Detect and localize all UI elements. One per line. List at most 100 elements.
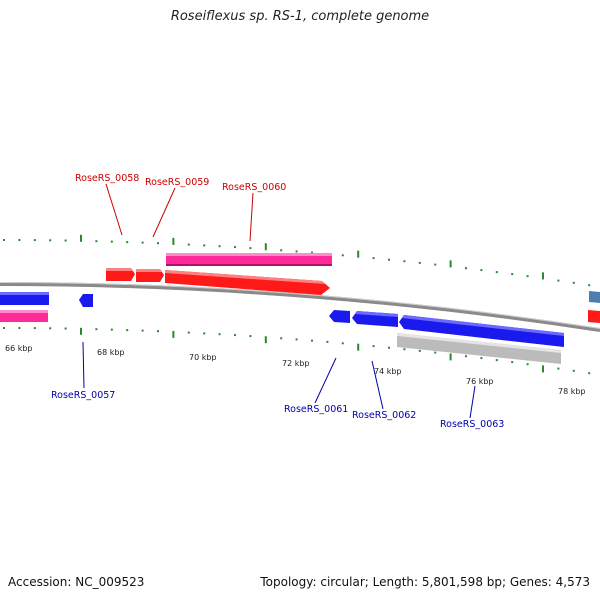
kbp-label: 76 kbp	[466, 377, 494, 386]
minor-tick	[203, 332, 206, 335]
gene-partial-right-blue	[589, 291, 600, 303]
major-tick	[172, 237, 175, 245]
major-tick	[449, 353, 452, 361]
genome-summary: Topology: circular; Length: 5,801,598 bp…	[260, 575, 590, 589]
minor-tick	[372, 257, 375, 260]
minor-tick	[280, 337, 283, 340]
gene-roseRS-0060	[165, 270, 330, 295]
major-tick	[80, 234, 82, 242]
minor-tick	[388, 258, 390, 261]
minor-tick	[187, 243, 190, 246]
kbp-scale-labels: 66 kbp 68 kbp 70 kbp 72 kbp 74 kbp 76 kb…	[5, 344, 586, 396]
minor-tick	[141, 241, 144, 244]
feature-gray-0063	[397, 333, 561, 364]
minor-tick	[126, 241, 129, 244]
minor-tick	[480, 269, 483, 272]
gene-label-roseRS-0062: RoseRS_0062	[352, 410, 416, 421]
gene-partial-left-blue	[0, 292, 49, 305]
minor-tick	[511, 361, 514, 364]
minor-tick	[95, 328, 98, 331]
minor-tick	[234, 246, 236, 249]
gene-label-roseRS-0058: RoseRS_0058	[75, 173, 139, 184]
leader-lines	[82, 183, 476, 419]
minor-tick	[588, 284, 591, 287]
minor-tick	[495, 271, 498, 274]
minor-tick	[18, 239, 21, 241]
minor-tick	[572, 281, 575, 284]
minor-tick	[249, 335, 252, 338]
minor-tick	[157, 242, 159, 245]
minor-tick	[418, 349, 421, 352]
reverse-secondary-features	[397, 333, 561, 364]
gene-labels: RoseRS_0058 RoseRS_0059 RoseRS_0060 Rose…	[51, 173, 504, 430]
minor-tick	[418, 261, 421, 264]
gene-label-roseRS-0060: RoseRS_0060	[222, 182, 286, 193]
minor-tick	[49, 327, 52, 330]
genome-title: Roseiflexus sp. RS-1, complete genome	[170, 9, 430, 24]
gene-label-roseRS-0063: RoseRS_0063	[440, 419, 504, 430]
accession-text: Accession: NC_009523	[8, 575, 145, 589]
minor-tick	[280, 249, 283, 252]
bottom-tick-track	[3, 327, 591, 375]
minor-tick	[33, 239, 36, 242]
minor-tick	[49, 239, 52, 242]
minor-tick	[64, 327, 67, 330]
gene-roseRS-0059	[136, 269, 164, 282]
minor-tick	[434, 351, 437, 354]
kbp-label: 66 kbp	[5, 344, 33, 353]
minor-tick	[218, 245, 221, 248]
minor-tick	[3, 327, 5, 329]
minor-tick	[95, 240, 98, 243]
minor-tick	[526, 275, 529, 278]
minor-tick	[110, 240, 113, 243]
minor-tick	[110, 328, 113, 331]
major-tick	[542, 272, 544, 280]
minor-tick	[465, 355, 467, 358]
minor-tick	[526, 363, 529, 366]
gene-roseRS-0058	[106, 268, 135, 281]
minor-tick	[18, 327, 21, 329]
major-tick	[357, 250, 360, 258]
major-tick	[172, 330, 175, 338]
minor-tick	[141, 329, 144, 332]
gene-label-roseRS-0057: RoseRS_0057	[51, 390, 115, 401]
minor-tick	[388, 346, 390, 349]
kbp-label: 78 kbp	[558, 387, 586, 396]
minor-tick	[572, 369, 575, 372]
minor-tick	[234, 334, 236, 337]
minor-tick	[480, 357, 483, 360]
major-tick	[80, 327, 82, 335]
kbp-label: 74 kbp	[374, 367, 402, 376]
gene-roseRS-0057	[79, 294, 93, 307]
minor-tick	[187, 331, 190, 334]
kbp-label: 70 kbp	[189, 353, 217, 362]
minor-tick	[495, 359, 498, 362]
forward-genes	[106, 268, 600, 323]
minor-tick	[311, 251, 313, 254]
minor-tick	[3, 239, 5, 241]
minor-tick	[203, 244, 206, 247]
minor-tick	[372, 345, 375, 348]
minor-tick	[126, 329, 129, 332]
major-tick	[264, 243, 267, 251]
minor-tick	[64, 239, 67, 242]
forward-secondary-features	[0, 253, 332, 322]
minor-tick	[403, 260, 406, 263]
minor-tick	[511, 273, 514, 276]
minor-tick	[341, 254, 344, 257]
feature-pink-0058-0060	[166, 253, 332, 266]
minor-tick	[326, 340, 329, 343]
gene-partial-right-red	[588, 310, 600, 323]
minor-tick	[218, 333, 221, 336]
genome-backbone	[0, 282, 600, 332]
minor-tick	[557, 279, 560, 282]
minor-tick	[249, 247, 252, 250]
minor-tick	[311, 339, 313, 342]
minor-tick	[295, 338, 298, 341]
minor-tick	[295, 250, 298, 253]
gene-label-roseRS-0061: RoseRS_0061	[284, 404, 348, 415]
gene-label-roseRS-0059: RoseRS_0059	[145, 177, 209, 188]
minor-tick	[557, 367, 560, 370]
gene-roseRS-0061	[329, 310, 350, 323]
major-tick	[357, 343, 360, 351]
